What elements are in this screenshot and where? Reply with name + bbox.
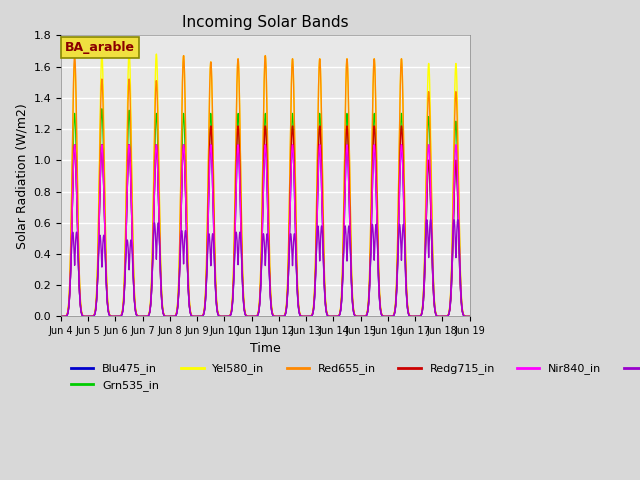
Nir945_in	[379, 313, 387, 319]
Grn535_in	[140, 313, 148, 319]
Grn535_in	[57, 313, 65, 319]
Line: Yel580_in: Yel580_in	[61, 51, 470, 316]
Red655_in	[57, 313, 65, 319]
Legend: Blu475_in, Grn535_in, Yel580_in, Red655_in, Redg715_in, Nir840_in, Nir945_in: Blu475_in, Grn535_in, Yel580_in, Red655_…	[67, 359, 640, 395]
Title: Incoming Solar Bands: Incoming Solar Bands	[182, 15, 349, 30]
Blu475_in	[321, 290, 328, 296]
Blu475_in	[466, 313, 474, 319]
Blu475_in	[464, 313, 472, 319]
Line: Redg715_in: Redg715_in	[61, 126, 470, 316]
Nir840_in	[57, 313, 65, 319]
Nir945_in	[210, 246, 218, 252]
Grn535_in	[379, 313, 387, 319]
Redg715_in	[397, 123, 405, 129]
Redg715_in	[379, 313, 387, 319]
Yel580_in	[140, 313, 148, 319]
Line: Blu475_in: Blu475_in	[61, 144, 470, 316]
Red655_in	[140, 313, 148, 319]
Nir840_in	[145, 312, 152, 318]
Line: Grn535_in: Grn535_in	[61, 109, 470, 316]
Line: Red655_in: Red655_in	[61, 56, 470, 316]
Line: Nir840_in: Nir840_in	[61, 144, 470, 316]
Blu475_in	[210, 240, 218, 245]
Yel580_in	[379, 313, 387, 319]
Nir840_in	[210, 240, 218, 245]
Yel580_in	[464, 313, 472, 319]
Red655_in	[71, 53, 79, 59]
Redg715_in	[57, 313, 65, 319]
Grn535_in	[464, 313, 472, 319]
Redg715_in	[466, 313, 474, 319]
Blu475_in	[140, 313, 148, 319]
Red655_in	[145, 312, 152, 318]
Grn535_in	[145, 312, 152, 318]
X-axis label: Time: Time	[250, 342, 281, 355]
Nir945_in	[140, 313, 148, 319]
Yel580_in	[57, 313, 65, 319]
Grn535_in	[210, 226, 218, 232]
Yel580_in	[466, 313, 474, 319]
Nir840_in	[71, 142, 79, 147]
Red655_in	[466, 313, 474, 319]
Blu475_in	[145, 312, 152, 318]
Nir945_in	[464, 313, 472, 319]
Blu475_in	[71, 142, 79, 147]
Nir945_in	[57, 313, 65, 319]
Text: BA_arable: BA_arable	[65, 41, 135, 54]
Redg715_in	[210, 229, 218, 235]
Nir840_in	[140, 313, 148, 319]
Nir840_in	[379, 313, 387, 319]
Grn535_in	[466, 313, 474, 319]
Nir945_in	[321, 286, 328, 291]
Red655_in	[210, 204, 218, 210]
Grn535_in	[321, 286, 328, 291]
Red655_in	[464, 313, 472, 319]
Nir840_in	[466, 313, 474, 319]
Red655_in	[321, 278, 328, 284]
Nir945_in	[454, 217, 461, 223]
Yel580_in	[145, 312, 152, 318]
Yel580_in	[125, 48, 133, 54]
Red655_in	[379, 313, 387, 319]
Nir945_in	[466, 313, 474, 319]
Redg715_in	[321, 286, 328, 292]
Blu475_in	[379, 313, 387, 319]
Line: Nir945_in: Nir945_in	[61, 220, 470, 316]
Blu475_in	[57, 313, 65, 319]
Y-axis label: Solar Radiation (W/m2): Solar Radiation (W/m2)	[15, 103, 28, 249]
Redg715_in	[464, 313, 472, 319]
Redg715_in	[145, 312, 152, 318]
Grn535_in	[98, 106, 106, 112]
Redg715_in	[140, 313, 148, 319]
Nir945_in	[145, 313, 152, 319]
Nir840_in	[464, 313, 472, 319]
Yel580_in	[321, 278, 328, 284]
Yel580_in	[210, 204, 218, 210]
Nir840_in	[321, 290, 328, 296]
